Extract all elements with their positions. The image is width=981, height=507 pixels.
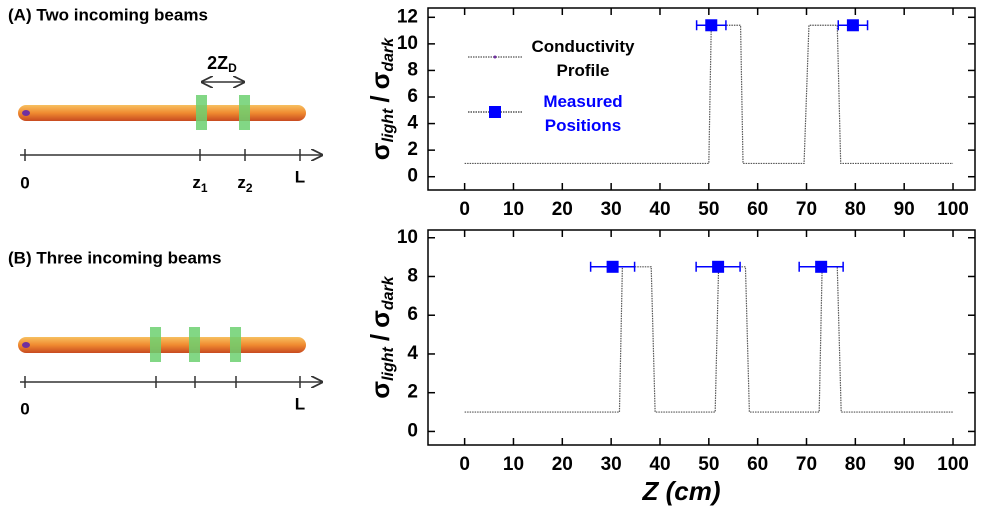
axis-label: 0: [20, 173, 29, 192]
y-tick-label: 0: [407, 420, 418, 441]
x-tick-label: 0: [459, 454, 470, 475]
x-tick-label: 100: [937, 454, 969, 475]
x-tick-label: 10: [503, 199, 524, 220]
x-tick-label: 90: [894, 199, 915, 220]
plot-frame: [427, 7, 976, 191]
axis-label: L: [295, 394, 305, 413]
axis-ticks: [24, 149, 301, 161]
y-tick-label: 6: [407, 304, 418, 325]
y-label-part: dark: [380, 37, 397, 72]
marker: [705, 19, 718, 32]
y-tick-label: 2: [407, 139, 418, 160]
axis-label: L: [295, 167, 305, 186]
y-label-part: light: [380, 346, 397, 380]
x-tick-label: 20: [552, 454, 573, 475]
profile-line: [464, 266, 954, 413]
x-tick-label: 50: [698, 199, 719, 220]
marker: [846, 19, 859, 32]
legend-marker: [493, 55, 497, 59]
x-tick-label: 60: [747, 454, 768, 475]
y-tick-label: 8: [407, 59, 418, 80]
axis-label: z2: [237, 173, 253, 195]
y-label-part: σ: [365, 381, 395, 399]
x-tick-label: 40: [649, 454, 670, 475]
profile-line: [464, 24, 954, 165]
y-tick-label: 10: [397, 227, 418, 248]
y-label-part: σ: [365, 71, 395, 89]
legend-marker: [489, 106, 501, 118]
label-main: 2Z: [207, 53, 228, 73]
x-tick-label: 0: [459, 199, 470, 220]
x-tick-label: 80: [845, 454, 866, 475]
axis-label: z1: [192, 173, 208, 195]
label-sub: 2: [246, 181, 253, 195]
axis-ticks: [24, 376, 301, 388]
y-tick-label: 2: [407, 382, 418, 403]
plot-frame: [427, 229, 976, 446]
y-tick-label: 4: [407, 343, 418, 364]
diagram-title: (A) Two incoming beams: [8, 5, 208, 24]
x-tick-label: 10: [503, 454, 524, 475]
beam: [239, 95, 250, 130]
beam: [189, 327, 200, 362]
x-tick-label: 60: [747, 199, 768, 220]
x-tick-label: 70: [796, 199, 817, 220]
rod: [18, 337, 306, 353]
label-main: z: [192, 173, 201, 192]
marker: [606, 260, 619, 273]
y-label-part: light: [380, 108, 397, 142]
axis-label: 0: [20, 399, 29, 418]
legend-label: Measured Positions: [543, 92, 623, 135]
y-tick-label: 8: [407, 266, 418, 287]
x-tick-label: 30: [601, 454, 622, 475]
y-label-part: σ: [365, 142, 395, 160]
x-tick-label: 20: [552, 199, 573, 220]
rod-end: [22, 110, 30, 116]
label-sub: D: [228, 61, 237, 75]
label-main: z: [237, 173, 246, 192]
x-tick-label: 100: [937, 199, 969, 220]
x-tick-label: 30: [601, 199, 622, 220]
label-sub: 1: [201, 181, 208, 195]
x-tick-label: 50: [698, 454, 719, 475]
x-tick-label: 80: [845, 199, 866, 220]
y-label-part: σ: [365, 310, 395, 328]
x-tick-label: 90: [894, 454, 915, 475]
y-label-part: /: [365, 334, 395, 341]
beam: [150, 327, 161, 362]
y-tick-label: 12: [397, 6, 418, 27]
y-tick-label: 10: [397, 33, 418, 54]
beam: [230, 327, 241, 362]
marker: [712, 260, 725, 273]
rod: [18, 105, 306, 121]
x-tick-label: 40: [649, 199, 670, 220]
y-tick-label: 0: [407, 166, 418, 187]
y-label-part: /: [365, 95, 395, 102]
y-tick-label: 4: [407, 113, 418, 134]
beam: [196, 95, 207, 130]
y-axis-label: σlight/σdark: [365, 37, 397, 160]
y-label-part: dark: [380, 275, 397, 310]
legend-label: Conductivity Profile: [531, 37, 635, 80]
rod-end: [22, 342, 30, 348]
y-tick-label: 6: [407, 86, 418, 107]
x-tick-label: 70: [796, 454, 817, 475]
diagram-title: (B) Three incoming beams: [8, 248, 221, 267]
marker: [815, 260, 828, 273]
x-axis-label: Z (cm): [642, 476, 721, 506]
width-label: 2ZD: [207, 53, 237, 75]
y-axis-label: σlight/σdark: [365, 275, 397, 398]
